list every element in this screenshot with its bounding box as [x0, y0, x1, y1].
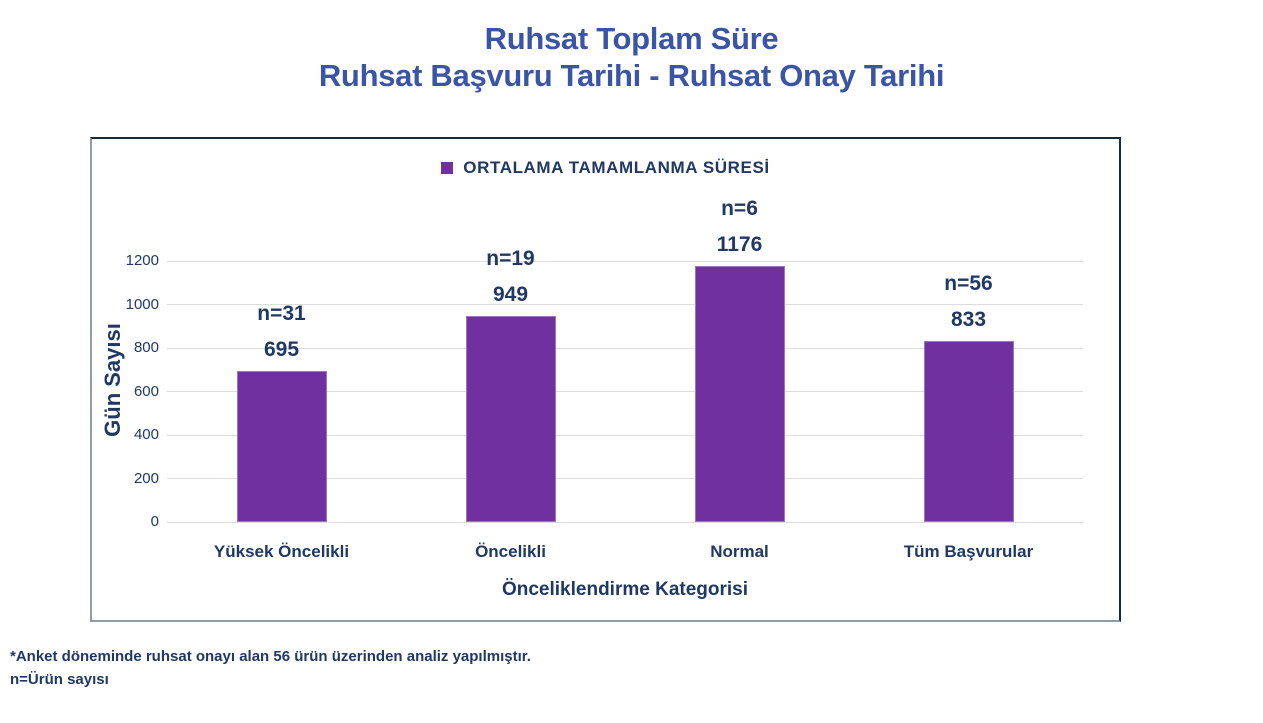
bar — [923, 340, 1014, 522]
bar-n-label: n=19 — [486, 246, 535, 270]
gridline — [167, 478, 1083, 479]
bar-value-label: 1176 — [716, 233, 763, 257]
footnote-line1: *Anket döneminde ruhsat onayı alan 56 ür… — [10, 648, 531, 665]
bar-value-label: 833 — [950, 307, 987, 331]
chart-title-line1: Ruhsat Toplam Süre — [484, 21, 779, 56]
gridline — [167, 434, 1083, 436]
bar-n-label: n=6 — [721, 197, 758, 221]
gridline — [167, 304, 1083, 305]
y-tick-label: 1200 — [125, 252, 159, 269]
x-axis-title: Önceliklendirme Kategorisi — [501, 579, 749, 600]
bar-slot: 1176 n=6 Normal — [625, 197, 854, 561]
gridline — [167, 521, 1083, 523]
gridline — [167, 391, 1083, 392]
gridline — [167, 347, 1083, 349]
plot-area: 0 200 400 600 800 1000 1200 695 n=31 Yüksek Öncel… — [126, 197, 1083, 561]
bar — [694, 266, 785, 522]
bar-n-label: n=31 — [257, 301, 306, 325]
y-tick-label: 400 — [133, 426, 159, 443]
bar-n-label: n=56 — [944, 271, 993, 295]
x-category-label: Öncelikli — [475, 542, 546, 561]
bar-slot: 695 n=31 Yüksek Öncelikli — [167, 261, 396, 561]
bar-slot: 949 n=19 Öncelikli — [396, 247, 625, 561]
chart-title: Ruhsat Toplam Süre Ruhsat Başvuru Tarihi… — [0, 20, 1263, 94]
y-tick-label: 600 — [133, 382, 159, 400]
y-axis-title: Gün Sayısı — [100, 323, 125, 437]
legend-label: ORTALAMA TAMAMLANMA SÜRESİ — [463, 158, 770, 177]
bar — [465, 315, 556, 522]
legend: ORTALAMA TAMAMLANMA SÜRESİ — [92, 158, 1119, 178]
x-category-label: Yüksek Öncelikli — [213, 542, 350, 561]
x-category-label: Normal — [710, 542, 769, 561]
chart-title-line2: Ruhsat Başvuru Tarihi - Ruhsat Onay Tari… — [318, 58, 945, 93]
bar-slot: 833 n=56 Tüm Başvurular — [854, 261, 1083, 561]
x-category-label: Tüm Başvurular — [903, 542, 1034, 561]
chart-frame: ORTALAMA TAMAMLANMA SÜRESİ Gün Sayısı 0 2… — [90, 137, 1121, 622]
y-tick-label: 200 — [133, 469, 159, 487]
y-tick-label: 0 — [150, 513, 159, 530]
bar-value-label: 695 — [263, 337, 300, 361]
legend-marker-icon — [441, 162, 454, 174]
bar — [236, 370, 327, 522]
bar-value-label: 949 — [492, 282, 529, 306]
gridline — [167, 260, 1083, 262]
y-tick-label: 1000 — [125, 295, 159, 313]
y-tick-label: 800 — [133, 339, 159, 356]
footnote-line2: n=Ürün sayısı — [10, 671, 109, 688]
footnote: *Anket döneminde ruhsat onayı alan 56 ür… — [10, 645, 531, 691]
